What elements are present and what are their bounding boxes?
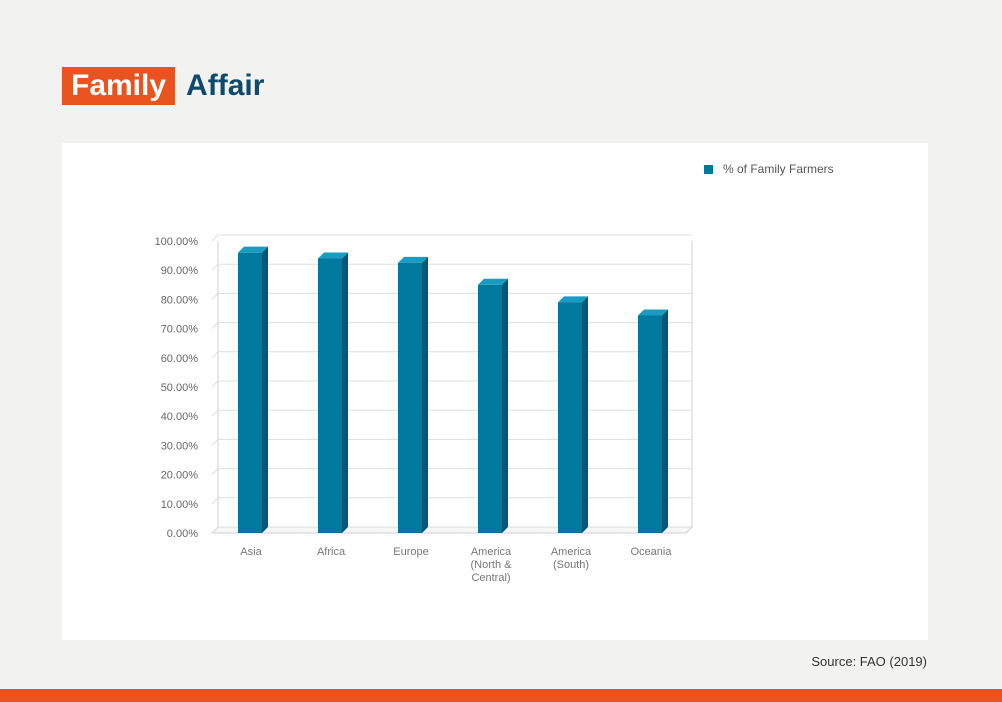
gridline-side xyxy=(211,263,219,271)
bar-top xyxy=(478,278,508,285)
title-highlight: Family xyxy=(62,67,176,105)
y-tick-label: 80.00% xyxy=(161,294,199,306)
x-tick-label: Europe xyxy=(393,546,428,558)
bar xyxy=(478,284,502,533)
gridline-side xyxy=(211,322,219,329)
x-tick-label: Africa xyxy=(317,546,346,558)
bar-top xyxy=(638,309,668,316)
x-tick-label: (North & xyxy=(471,559,513,571)
gridline-side xyxy=(211,497,219,505)
bar xyxy=(398,262,422,533)
bar-top xyxy=(558,296,588,303)
bar-side xyxy=(262,246,268,533)
bar-side xyxy=(422,256,428,533)
bar-side xyxy=(502,278,508,533)
y-tick-label: 40.00% xyxy=(161,411,199,423)
bar-chart: 0.00% 10.00% 20.00% 30.00% 40.00% 50.00% 60.00… xyxy=(155,234,694,584)
gridline-side xyxy=(211,439,219,446)
gridline-side xyxy=(211,234,219,242)
y-tick-label: 60.00% xyxy=(161,353,199,365)
y-tick-label: 30.00% xyxy=(161,440,199,452)
legend: % of Family Farmers xyxy=(704,162,834,176)
bar-side xyxy=(582,296,588,533)
gridline-side xyxy=(211,468,219,475)
source-note: Source: FAO (2019) xyxy=(811,654,927,669)
x-tick-label: Asia xyxy=(240,546,262,558)
x-tick-label: America xyxy=(471,546,512,558)
y-tick-label: 90.00% xyxy=(161,265,199,277)
legend-label: % of Family Farmers xyxy=(723,162,834,176)
y-tick-label: 70.00% xyxy=(161,324,199,336)
bar-top xyxy=(318,252,348,259)
bar xyxy=(558,302,582,533)
bar-top xyxy=(398,256,428,263)
chart-floor xyxy=(210,526,694,534)
bar xyxy=(638,315,662,533)
y-tick-label: 0.00% xyxy=(167,528,198,540)
bar xyxy=(318,258,342,533)
y-tick-label: 50.00% xyxy=(161,382,199,394)
legend-swatch xyxy=(704,164,713,174)
gridline-side xyxy=(211,380,219,388)
bar xyxy=(238,252,262,533)
footer-bar xyxy=(0,689,1002,702)
gridline-side xyxy=(211,409,219,417)
y-tick-label: 100.00% xyxy=(155,236,199,248)
bar-top xyxy=(238,246,268,253)
gridline-side xyxy=(211,293,219,300)
gridline-side xyxy=(211,526,219,534)
x-tick-label: Central) xyxy=(471,572,510,584)
chart-panel: % of Family Farmers 0.00% 10.00% 20.00% 30.… xyxy=(62,143,928,640)
bar-side xyxy=(342,252,348,533)
y-tick-label: 10.00% xyxy=(161,499,199,511)
x-tick-label: Oceania xyxy=(631,546,673,558)
y-tick-label: 20.00% xyxy=(161,470,199,482)
x-tick-label: America xyxy=(551,546,592,558)
title-rest: Affair xyxy=(186,69,265,102)
chart-title: Family Affair xyxy=(62,67,264,105)
gridline-side xyxy=(211,351,219,359)
x-tick-label: (South) xyxy=(553,559,589,571)
bar-side xyxy=(662,309,668,533)
